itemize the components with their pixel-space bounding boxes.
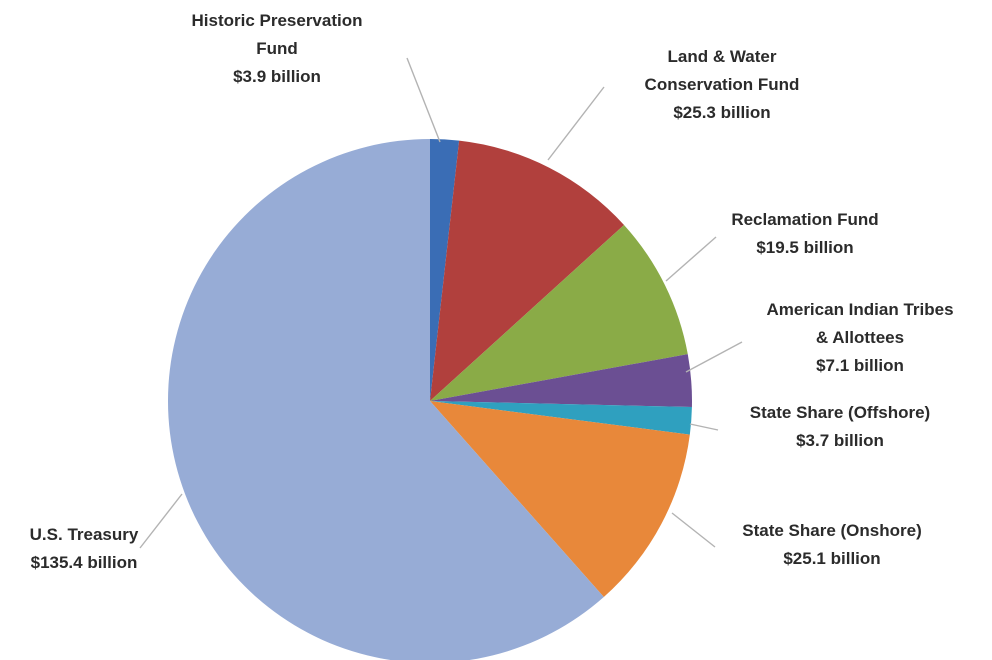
leader-line-state-share-onshore [671,512,716,548]
slice-label-line: Conservation Fund [645,75,800,94]
slice-label-line: $3.9 billion [233,67,321,86]
slice-label-line: U.S. Treasury [30,525,139,544]
slice-label-line: $19.5 billion [756,238,853,257]
pie-slice-land-water-conservation-fund [430,140,625,401]
slice-label-historic-preservation-fund: Historic Preservation Fund $3.9 billion [191,11,362,86]
slice-label-state-share-onshore: State Share (Onshore) $25.1 billion [742,521,922,568]
pie-slice-historic-preservation-fund [430,139,460,401]
leader-line-american-indian-tribes-allottees [685,341,743,373]
slice-label-line: Land & Water [668,47,777,66]
pie-slice-state-share-offshore [430,401,692,435]
slice-label-line: $7.1 billion [816,356,904,375]
leader-line-land-water-conservation-fund [547,86,605,161]
pie-slices [167,139,692,660]
slice-label-line: American Indian Tribes [766,300,953,319]
slice-label-line: $135.4 billion [31,553,138,572]
slice-label-line: $25.1 billion [783,549,880,568]
pie-slice-state-share-onshore [430,401,690,598]
slice-label-land-water-conservation-fund: Land & Water Conservation Fund $25.3 billi… [645,47,800,122]
slice-label-line: State Share (Offshore) [750,403,930,422]
slice-label-line: & Allottees [816,328,904,347]
slice-label-line: State Share (Onshore) [742,521,922,540]
slice-label-state-share-offshore: State Share (Offshore) $3.7 billion [750,403,930,450]
leader-lines [139,57,743,549]
leader-line-state-share-offshore [689,423,719,431]
slice-label-line: Fund [256,39,298,58]
pie-slice-american-indian-tribes-allottees [430,354,692,407]
leader-line-reclamation-fund [665,236,717,282]
pie-slice-u-s-treasury [167,139,604,660]
slice-label-line: Reclamation Fund [731,210,878,229]
pie-slice-reclamation-fund [430,224,688,401]
slice-label-line: $3.7 billion [796,431,884,450]
slice-label-line: Historic Preservation [191,11,362,30]
slice-labels: Historic Preservation Fund $3.9 billion Lan… [30,11,954,572]
slice-label-reclamation-fund: Reclamation Fund $19.5 billion [731,210,878,257]
slice-label-line: $25.3 billion [673,103,770,122]
leader-line-u-s-treasury [139,493,183,549]
slice-label-american-indian-tribes-allottees: American Indian Tribes & Allottees $7.1 bi… [766,300,953,375]
leader-line-historic-preservation-fund [406,57,441,143]
slice-label-u-s-treasury: U.S. Treasury $135.4 billion [30,525,139,572]
